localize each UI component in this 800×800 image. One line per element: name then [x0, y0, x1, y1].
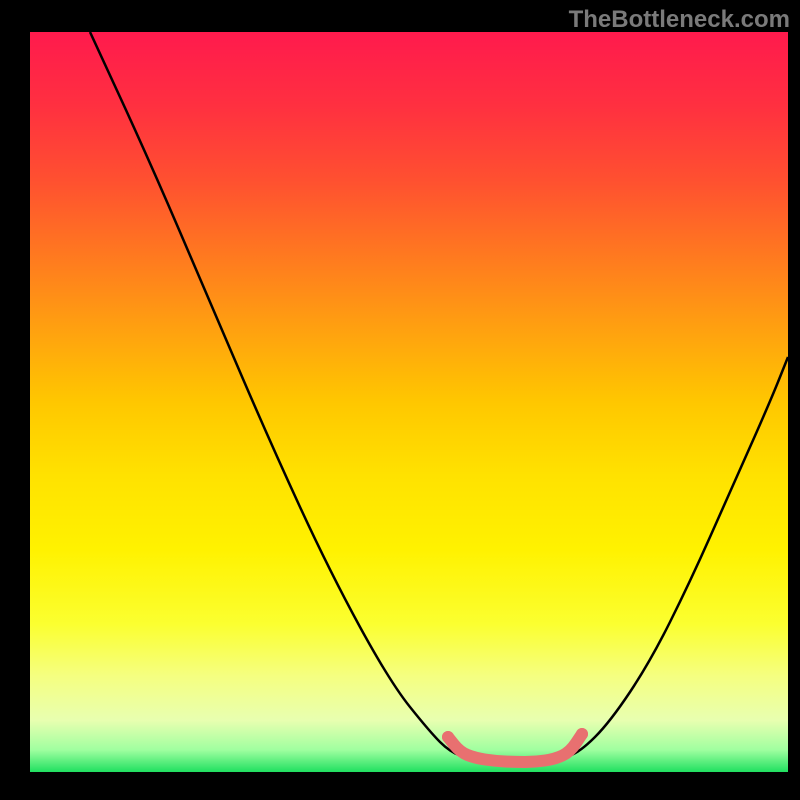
chart-container: TheBottleneck.com — [0, 0, 800, 800]
plot-area — [30, 32, 788, 772]
optimal-marker-end-dot — [576, 728, 588, 740]
optimal-marker-start-dot — [442, 731, 454, 743]
gradient-chart-svg — [30, 32, 788, 772]
gradient-background — [30, 32, 788, 772]
watermark-text: TheBottleneck.com — [569, 6, 790, 34]
